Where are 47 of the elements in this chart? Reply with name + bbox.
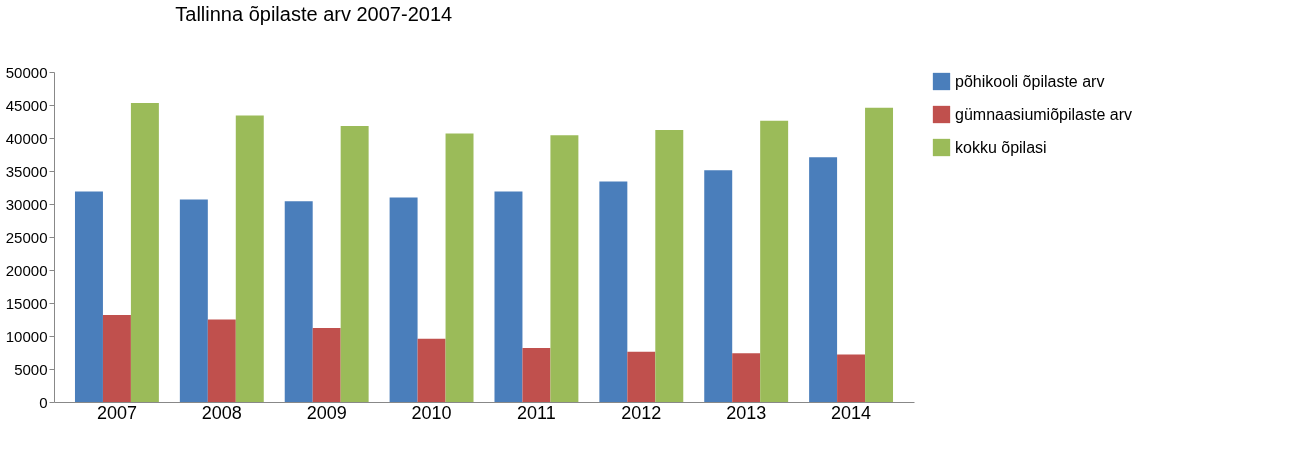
bar <box>494 191 523 402</box>
x-tick-label: 2012 <box>621 402 662 423</box>
y-tick-label: 0 <box>39 393 48 411</box>
bar <box>760 120 789 402</box>
bar <box>235 115 264 402</box>
legend-label: gümnaasiumiõpilaste arv <box>955 105 1132 123</box>
bar <box>284 201 313 402</box>
bar <box>445 133 474 402</box>
bar <box>522 347 551 402</box>
x-tick-label: 2011 <box>517 402 556 423</box>
bar <box>809 157 838 402</box>
chart-title: Tallinna õpilaste arv 2007-2014 <box>175 3 453 25</box>
x-tick-label: 2009 <box>306 402 347 423</box>
y-tick-label: 15000 <box>5 294 48 312</box>
y-tick-label: 50000 <box>5 63 48 81</box>
x-tick-label: 2014 <box>831 402 872 423</box>
y-tick-label: 20000 <box>5 261 48 279</box>
y-tick-label: 5000 <box>14 360 48 378</box>
bar <box>732 353 761 402</box>
y-tick-label: 45000 <box>5 96 48 114</box>
bar <box>865 107 894 402</box>
bar <box>312 328 341 402</box>
bar <box>655 130 684 402</box>
bar <box>179 199 208 402</box>
legend-label: kokku õpilasi <box>955 138 1047 156</box>
y-tick-label: 10000 <box>5 327 48 345</box>
x-tick-label: 2010 <box>411 402 452 423</box>
x-tick-label: 2013 <box>726 402 767 423</box>
y-tick-label: 35000 <box>5 162 48 180</box>
bar <box>74 191 103 402</box>
bar <box>417 338 446 402</box>
x-tick-label: 2007 <box>96 402 137 423</box>
bar <box>130 103 159 402</box>
bar <box>837 354 866 402</box>
bar <box>550 135 579 402</box>
bar <box>207 319 236 402</box>
bar <box>102 314 131 402</box>
x-tick-label: 2008 <box>201 402 242 423</box>
bar <box>599 181 628 402</box>
legend-label: põhikooli õpilaste arv <box>955 72 1105 90</box>
bar <box>389 197 418 402</box>
y-tick-label: 30000 <box>5 195 48 213</box>
bar <box>704 170 733 402</box>
bar <box>627 351 656 402</box>
bar <box>340 126 369 402</box>
y-tick-label: 25000 <box>5 228 48 246</box>
y-tick-label: 40000 <box>5 129 48 147</box>
